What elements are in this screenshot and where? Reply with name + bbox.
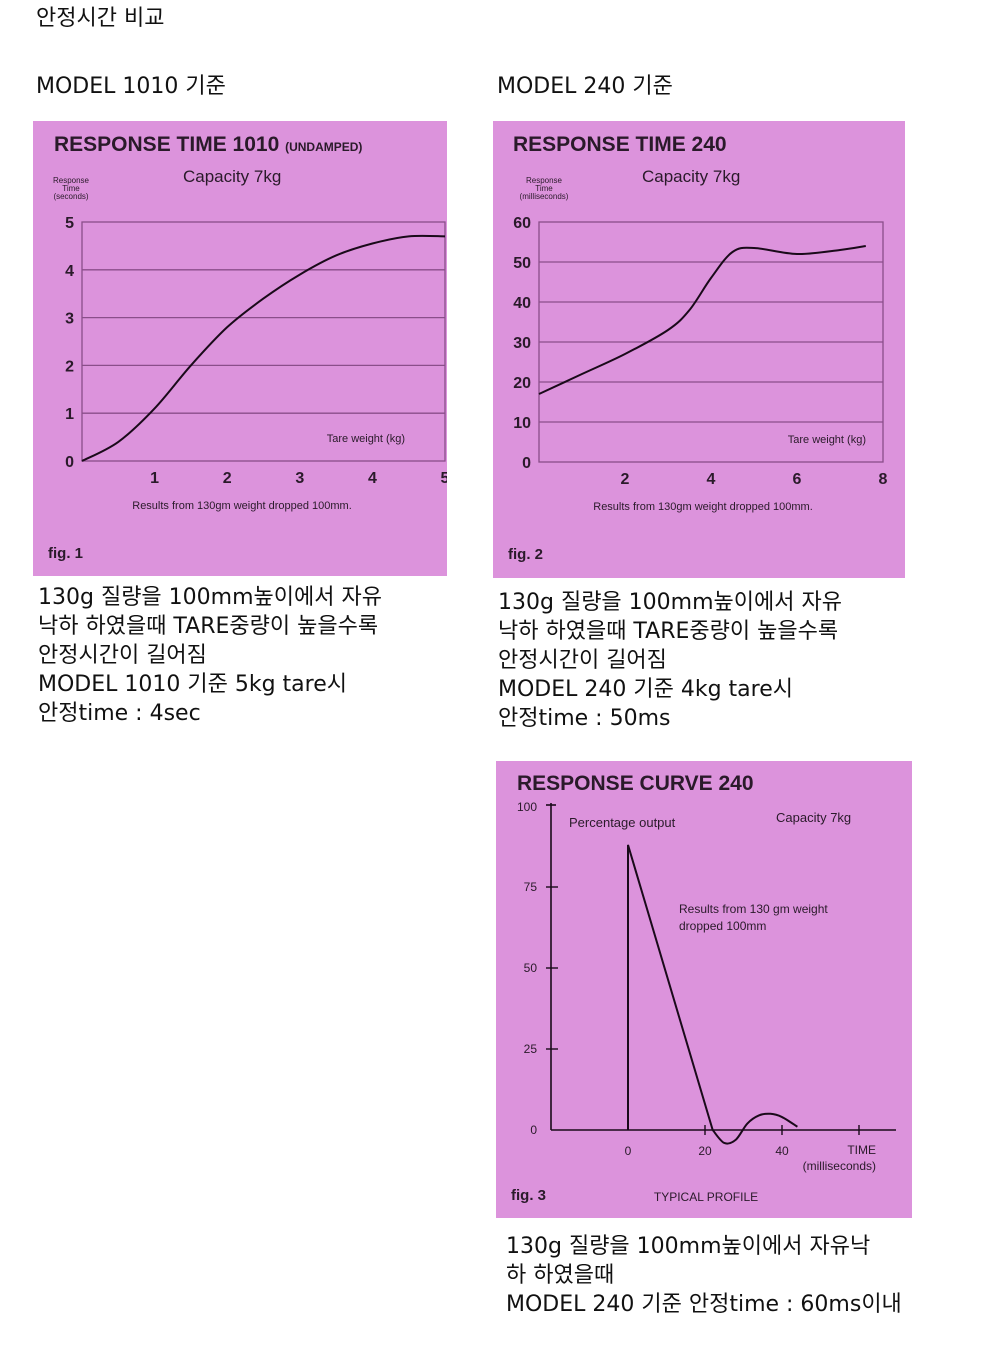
chart-2-xtick: 4	[707, 471, 716, 488]
chart-1-subtitle: Capacity 7kg	[183, 167, 281, 186]
chart-2-fig-label: fig. 2	[508, 546, 543, 563]
chart-1-xtick: 2	[223, 470, 232, 487]
chart-2-ytick: 20	[513, 375, 531, 392]
chart-1-ytick: 5	[65, 215, 74, 232]
chart-3-subtitle: Capacity 7kg	[776, 810, 851, 825]
chart-3-ytick: 75	[524, 880, 538, 894]
chart-2-ytick: 10	[513, 415, 531, 432]
chart-2-title: RESPONSE TIME 240	[513, 133, 727, 156]
chart-3-ylabel: Percentage output	[569, 815, 676, 830]
chart-1-ytick: 0	[65, 454, 74, 471]
chart-1-ytick: 2	[65, 358, 74, 375]
chart-2-ytick: 60	[513, 215, 531, 232]
chart-2-origin-label: 0	[522, 455, 531, 472]
chart-3-fig-label: fig. 3	[511, 1187, 546, 1204]
caption-1: 130g 질량을 100mm높이에서 자유 낙하 하였을때 TARE중량이 높을…	[38, 585, 382, 726]
chart-3-note: Results from 130 gm weight dropped 100mm	[679, 902, 828, 933]
chart-1-xtick: 3	[295, 470, 304, 487]
chart-2-svg: RESPONSE TIME 240 Capacity 7kg Response T…	[508, 133, 888, 563]
chart-2-ytick: 50	[513, 255, 531, 272]
chart-1-ylabel: Response Time (seconds)	[53, 176, 90, 201]
chart-1-ytick: 3	[65, 311, 74, 328]
chart-3-series-line	[627, 844, 798, 1145]
chart-1-fig-label: fig. 1	[48, 545, 83, 562]
chart-3-footer: TYPICAL PROFILE	[654, 1190, 758, 1204]
chart-2-note: Results from 130gm weight dropped 100mm.	[593, 501, 813, 513]
chart-3-ytick: 50	[524, 961, 538, 975]
chart-3-ytick: 0	[530, 1123, 537, 1137]
chart-1-title: RESPONSE TIME 1010 (UNDAMPED)	[54, 133, 362, 156]
chart-1-note: Results from 130gm weight dropped 100mm.	[132, 500, 352, 512]
caption-3: 130g 질량을 100mm높이에서 자유낙 하 하였을때 MODEL 240 …	[506, 1234, 902, 1317]
chart-3-xlabel: TIME (milliseconds)	[803, 1143, 876, 1173]
chart-3-xtick: 20	[698, 1144, 712, 1158]
chart-2-xtick: 8	[879, 471, 888, 488]
chart-3-ytick: 100	[517, 800, 537, 814]
chart-3-svg: RESPONSE CURVE 240 Percentage output Cap…	[511, 772, 896, 1204]
chart-1-xtick: 1	[150, 470, 159, 487]
chart-1-xtick: 4	[368, 470, 377, 487]
right-heading: MODEL 240 기준	[497, 74, 673, 99]
chart-response-curve-240: RESPONSE CURVE 240 Percentage output Cap…	[496, 761, 912, 1218]
chart-2-xtick: 2	[621, 471, 630, 488]
chart-2-xlabel: Tare weight (kg)	[788, 434, 866, 446]
chart-1-xlabel: Tare weight (kg)	[327, 433, 405, 445]
chart-3-ytick: 25	[524, 1042, 538, 1056]
chart-response-time-1010: RESPONSE TIME 1010 (UNDAMPED) Capacity 7…	[33, 121, 447, 576]
chart-1-svg: RESPONSE TIME 1010 (UNDAMPED) Capacity 7…	[48, 133, 447, 562]
chart-2-series-line	[538, 245, 866, 395]
chart-2-ytick: 30	[513, 335, 531, 352]
chart-1-ytick: 1	[65, 406, 74, 423]
chart-response-time-240: RESPONSE TIME 240 Capacity 7kg Response T…	[493, 121, 905, 578]
left-heading: MODEL 1010 기준	[36, 74, 226, 99]
chart-3-xtick: 40	[775, 1144, 789, 1158]
chart-2-xtick: 6	[793, 471, 802, 488]
page-title: 안정시간 비교	[36, 6, 165, 31]
caption-2: 130g 질량을 100mm높이에서 자유 낙하 하였을때 TARE중량이 높을…	[498, 590, 842, 731]
chart-3-xtick: 0	[625, 1144, 632, 1158]
chart-1-series-line	[81, 234, 446, 462]
chart-2-ytick: 40	[513, 295, 531, 312]
chart-1-ytick: 4	[65, 263, 74, 280]
chart-3-title: RESPONSE CURVE 240	[517, 772, 754, 795]
chart-1-plot-frame	[81, 221, 446, 462]
chart-2-ylabel: Response Time (milliseconds)	[520, 176, 569, 201]
chart-2-subtitle: Capacity 7kg	[642, 167, 740, 186]
chart-1-xtick: 5	[441, 470, 447, 487]
